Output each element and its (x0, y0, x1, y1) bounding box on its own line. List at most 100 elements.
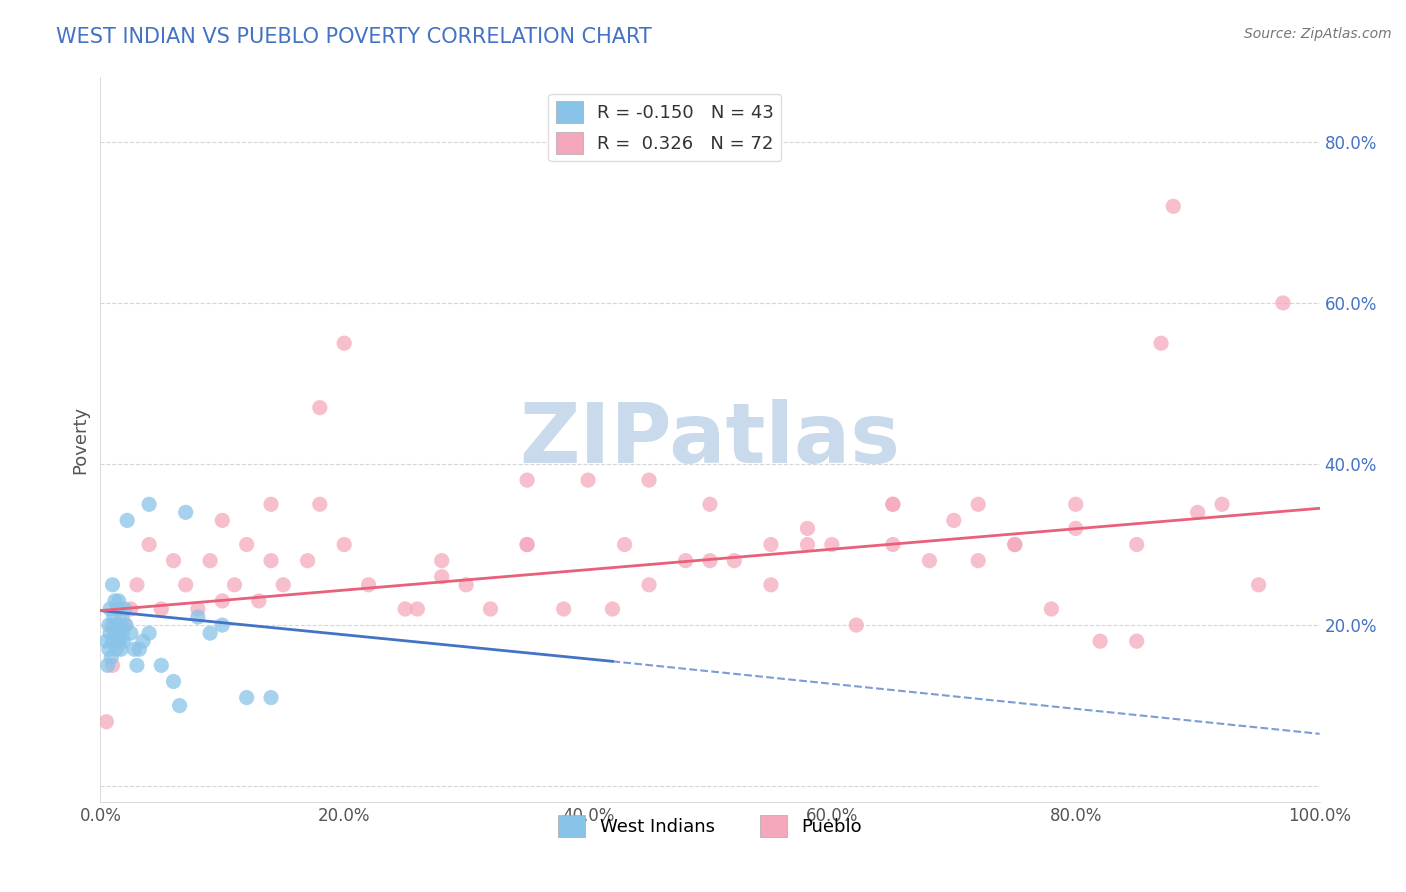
Point (138, 497, 160, 511)
Point (357, 578, 380, 592)
Point (107, 634, 129, 648)
Point (138, 626, 160, 640)
Point (128, 642, 150, 657)
Point (114, 618, 136, 632)
Point (100, 650, 122, 665)
Point (333, 537, 356, 551)
Point (107, 626, 129, 640)
Legend: West Indians, Pueblo: West Indians, Pueblo (551, 807, 869, 844)
Point (1125, 634, 1147, 648)
Point (638, 473, 661, 487)
Point (162, 674, 184, 689)
Text: Source: ZipAtlas.com: Source: ZipAtlas.com (1244, 27, 1392, 41)
Point (942, 513, 965, 527)
Point (271, 578, 294, 592)
Point (132, 634, 155, 648)
Point (187, 602, 209, 616)
Point (1272, 296, 1295, 310)
Point (1211, 497, 1233, 511)
Point (406, 602, 429, 616)
Point (553, 602, 575, 616)
Point (101, 618, 124, 632)
Point (120, 626, 142, 640)
Point (967, 497, 990, 511)
Point (699, 554, 721, 568)
Point (105, 642, 128, 657)
Point (97, 642, 120, 657)
Point (1150, 336, 1173, 351)
Point (1064, 497, 1087, 511)
Point (260, 497, 283, 511)
Point (1004, 537, 1026, 551)
Point (107, 602, 129, 616)
Point (430, 570, 453, 584)
Point (297, 554, 319, 568)
Point (103, 610, 125, 624)
Point (101, 634, 124, 648)
Point (115, 618, 138, 632)
Point (430, 554, 453, 568)
Point (1088, 634, 1111, 648)
Point (638, 578, 661, 592)
Point (114, 602, 136, 616)
Point (211, 594, 233, 608)
Point (675, 554, 697, 568)
Text: WEST INDIAN VS PUEBLO POVERTY CORRELATION CHART: WEST INDIAN VS PUEBLO POVERTY CORRELATIO… (56, 27, 652, 46)
Point (111, 610, 134, 624)
Point (162, 554, 184, 568)
Y-axis label: Poverty: Poverty (72, 406, 89, 474)
Text: ZIPatlas: ZIPatlas (519, 400, 900, 481)
Point (112, 634, 135, 648)
Point (918, 554, 941, 568)
Point (111, 626, 134, 640)
Point (96, 714, 118, 729)
Point (211, 618, 233, 632)
Point (150, 658, 173, 673)
Point (98, 602, 121, 616)
Point (174, 505, 197, 519)
Point (1004, 537, 1026, 551)
Point (174, 578, 197, 592)
Point (125, 578, 148, 592)
Point (516, 537, 538, 551)
Point (224, 578, 246, 592)
Point (308, 401, 330, 415)
Point (723, 554, 745, 568)
Point (187, 610, 209, 624)
Point (759, 578, 782, 592)
Point (115, 513, 138, 527)
Point (104, 626, 127, 640)
Point (97, 658, 120, 673)
Point (479, 602, 502, 616)
Point (456, 578, 478, 592)
Point (169, 698, 191, 713)
Point (125, 658, 148, 673)
Point (1247, 578, 1270, 592)
Point (97, 618, 120, 632)
Point (105, 618, 128, 632)
Point (882, 497, 904, 511)
Point (1161, 199, 1184, 213)
Point (1040, 602, 1063, 616)
Point (1187, 505, 1209, 519)
Point (882, 537, 904, 551)
Point (796, 537, 818, 551)
Point (260, 554, 283, 568)
Point (211, 513, 233, 527)
Point (576, 473, 599, 487)
Point (247, 594, 270, 608)
Point (124, 642, 146, 657)
Point (260, 690, 283, 705)
Point (1125, 537, 1147, 551)
Point (110, 642, 132, 657)
Point (98, 626, 121, 640)
Point (120, 602, 142, 616)
Point (198, 626, 221, 640)
Point (104, 594, 127, 608)
Point (516, 473, 538, 487)
Point (821, 537, 844, 551)
Point (235, 537, 257, 551)
Point (96, 634, 118, 648)
Point (1064, 521, 1087, 535)
Point (138, 537, 160, 551)
